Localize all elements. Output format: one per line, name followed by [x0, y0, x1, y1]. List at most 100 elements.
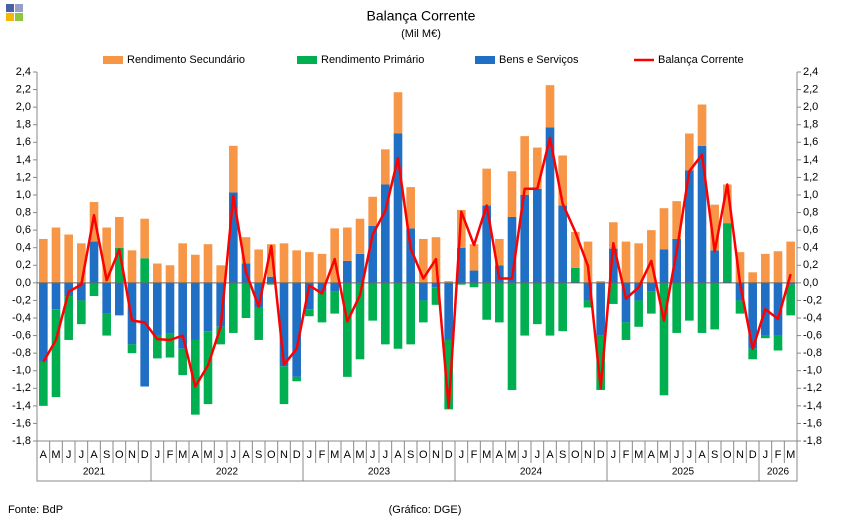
bar — [305, 252, 314, 283]
bar — [330, 228, 339, 283]
x-tick-label: J — [218, 449, 224, 461]
bar — [140, 218, 149, 259]
bar — [672, 201, 681, 239]
bar — [165, 333, 175, 358]
bar — [317, 253, 327, 283]
x-tick-label: J — [763, 449, 769, 461]
y-tick-label: -1,6 — [12, 417, 31, 429]
legend-swatch — [297, 56, 317, 64]
bar — [191, 282, 200, 340]
bar — [735, 282, 745, 301]
bar — [761, 335, 770, 339]
x-tick-label: N — [584, 449, 592, 461]
x-group-label: 2026 — [767, 467, 790, 478]
bar — [419, 282, 428, 301]
y-tick-label: 0,6 — [16, 224, 31, 236]
bar — [292, 282, 301, 377]
y-tick-label: 0,0 — [16, 277, 31, 289]
x-tick-label: J — [522, 449, 528, 461]
y-tick-label: 1,0 — [16, 189, 31, 201]
x-tick-label: O — [723, 449, 732, 461]
x-tick-label: S — [255, 449, 262, 461]
bar — [305, 282, 314, 310]
x-tick-label: A — [242, 449, 250, 461]
bar — [216, 265, 225, 283]
y-tick-label: 1,4 — [16, 154, 31, 166]
bar — [165, 265, 175, 283]
x-tick-label: F — [775, 449, 782, 461]
x-tick-label: N — [432, 449, 440, 461]
x-tick-label: O — [115, 449, 124, 461]
bar — [533, 147, 542, 189]
bar — [558, 155, 567, 206]
y2-tick-label: -0,8 — [803, 347, 822, 359]
x-tick-label: J — [231, 449, 237, 461]
x-tick-label: D — [749, 449, 757, 461]
x-tick-label: J — [459, 449, 465, 461]
bar — [393, 92, 403, 134]
y-tick-label: -0,6 — [12, 329, 31, 341]
x-tick-label: M — [330, 449, 339, 461]
bar — [368, 282, 377, 321]
bar — [39, 282, 48, 362]
y-tick-label: 0,4 — [16, 242, 31, 254]
x-tick-label: A — [344, 449, 352, 461]
x-tick-label: A — [40, 449, 48, 461]
bar — [507, 171, 517, 217]
bar — [39, 361, 48, 406]
bar — [482, 282, 491, 320]
bar — [773, 251, 783, 283]
x-tick-label: J — [79, 449, 85, 461]
bar — [748, 282, 757, 349]
bar — [393, 133, 403, 283]
x-group-label: 2024 — [520, 467, 543, 478]
bar — [153, 263, 162, 283]
bar — [292, 376, 301, 382]
bar — [710, 250, 719, 283]
x-tick-label: O — [267, 449, 276, 461]
x-tick-label: S — [711, 449, 718, 461]
y-tick-label: 2,2 — [16, 83, 31, 95]
bar — [583, 282, 593, 301]
x-tick-label: N — [128, 449, 136, 461]
x-tick-label: J — [687, 449, 693, 461]
bar — [773, 335, 783, 351]
bar — [469, 270, 479, 283]
y2-tick-label: 2,2 — [803, 83, 818, 95]
bar — [279, 366, 289, 405]
bar — [495, 282, 504, 323]
y2-tick-label: 1,8 — [803, 119, 818, 131]
x-tick-label: M — [786, 449, 795, 461]
bar — [178, 243, 187, 283]
bar — [393, 282, 403, 349]
bar — [533, 188, 542, 283]
bar — [457, 247, 466, 283]
bar — [520, 136, 529, 195]
x-group-label: 2023 — [368, 467, 391, 478]
y-tick-label: -0,2 — [12, 294, 31, 306]
legend-label: Rendimento Primário — [321, 54, 424, 66]
bar — [191, 254, 200, 283]
x-tick-label: J — [611, 449, 617, 461]
legend-label: Bens e Serviços — [499, 54, 579, 66]
bar — [596, 282, 605, 336]
bar — [229, 145, 238, 193]
x-group-label: 2022 — [216, 467, 239, 478]
bar — [343, 260, 352, 283]
y-tick-label: -0,8 — [12, 347, 31, 359]
bar — [634, 300, 643, 327]
y2-tick-label: 1,6 — [803, 136, 818, 148]
bar — [723, 184, 732, 224]
bar — [786, 284, 795, 316]
y2-tick-label: -0,4 — [803, 312, 822, 324]
x-tick-label: A — [90, 449, 98, 461]
y2-tick-label: 0,2 — [803, 259, 818, 271]
bar — [102, 282, 111, 314]
bar — [596, 335, 605, 391]
y2-tick-label: 2,0 — [803, 101, 818, 113]
x-tick-label: A — [394, 449, 402, 461]
bar — [558, 282, 567, 332]
bar — [305, 309, 314, 317]
bar — [710, 282, 719, 330]
bar — [545, 127, 555, 283]
